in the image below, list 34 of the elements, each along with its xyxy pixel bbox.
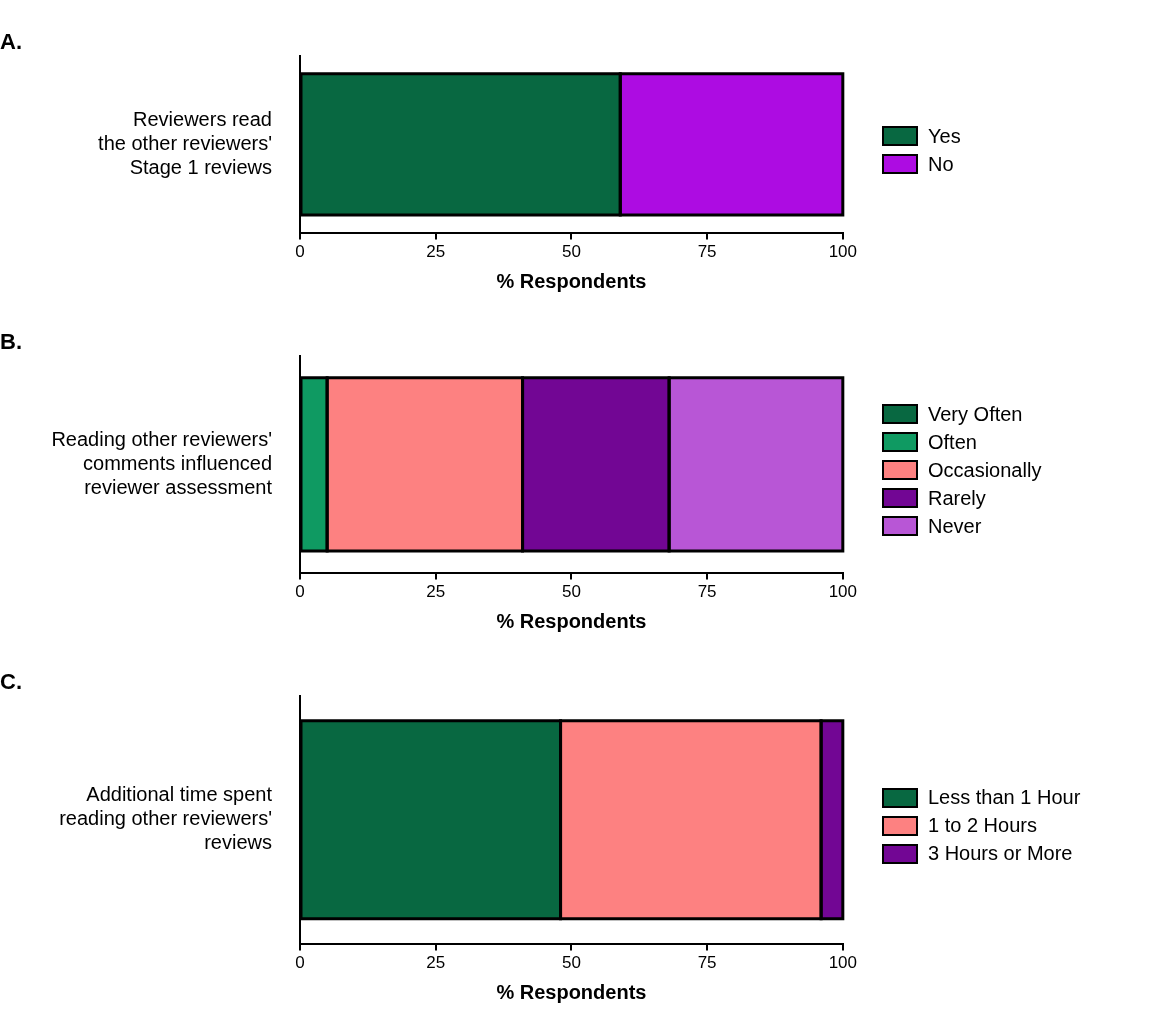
- x-tick-label: 0: [295, 953, 305, 973]
- x-tick-label: 50: [561, 242, 581, 262]
- x-tick-label: 25: [426, 953, 446, 973]
- text: A.: [0, 28, 22, 54]
- y-tick-label: Reviewers read the other reviewers' Stage 1 reviews: [98, 107, 272, 178]
- x-tick-label: 0: [295, 242, 305, 262]
- y-tick-label: Reading other reviewers' comments influenced reviewer assessment: [51, 427, 273, 498]
- y-tick-label: Additional time spent reading other reviewers' reviews: [59, 783, 273, 854]
- x-tick-label: 100: [828, 582, 858, 602]
- x-tick-label: 75: [697, 582, 717, 602]
- text: Yes: [928, 124, 961, 148]
- legend-label: 3 Hours or More: [928, 842, 1073, 865]
- x-tick-label: 100: [828, 242, 858, 262]
- x-axis-title: % Respondents: [496, 980, 647, 1003]
- legend-label: Very Often: [928, 402, 1023, 426]
- text: B.: [0, 328, 22, 354]
- legend-label: Rarely: [928, 486, 986, 510]
- text: Less than 1 Hour: [928, 786, 1081, 809]
- text: C.: [0, 668, 22, 694]
- x-tick-label: 0: [295, 582, 305, 602]
- legend-label: Never: [928, 514, 982, 538]
- x-tick-label: 50: [561, 582, 581, 602]
- x-tick-label: 25: [426, 242, 446, 262]
- x-tick-label: 100: [828, 953, 858, 973]
- legend-label: No: [928, 152, 954, 176]
- text: Occasionally: [928, 458, 1042, 482]
- legend-label: 1 to 2 Hours: [928, 814, 1037, 837]
- x-tick-label: 50: [561, 953, 581, 973]
- x-tick-label: 25: [426, 582, 446, 602]
- x-axis-title: % Respondents: [496, 269, 647, 292]
- x-tick-label: 75: [697, 953, 717, 973]
- x-tick-label: 75: [697, 242, 717, 262]
- legend-label: Often: [928, 430, 977, 454]
- x-axis-title: % Respondents: [496, 609, 647, 632]
